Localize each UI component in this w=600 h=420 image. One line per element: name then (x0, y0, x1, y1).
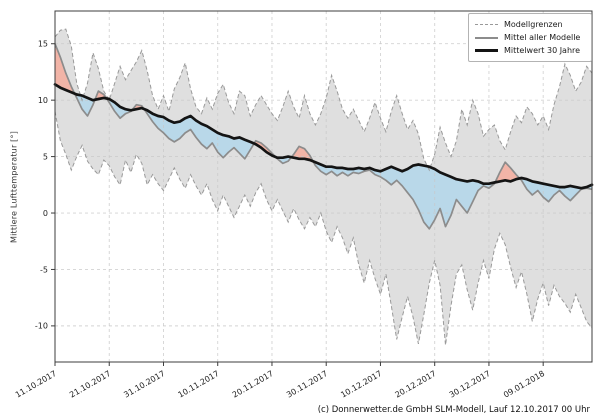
x-tick-label: 10.12.2017 (339, 369, 383, 400)
climate-mean (53, 83, 594, 190)
x-tick-label: 31.10.2017 (122, 369, 166, 400)
black-line-icon (475, 49, 498, 52)
legend-label: Mittel aller Modelle (504, 33, 581, 42)
x-tick-label: 30.11.2017 (285, 369, 329, 400)
climate-mean-line (53, 83, 594, 190)
model-band (55, 29, 592, 346)
x-tick-label: 21.10.2017 (68, 369, 112, 400)
y-tick-label: 10 (38, 96, 48, 105)
legend-item-30yr-mean: Mittelwert 30 Jahre (475, 44, 585, 57)
y-tick-label: 15 (38, 40, 48, 49)
copyright-caption: (c) Donnerwetter.de GmbH SLM-Modell, Lau… (317, 405, 590, 415)
y-tick-label: -10 (35, 322, 48, 331)
y-tick-label: 0 (43, 209, 48, 218)
y-axis-label: Mittlere Lufttemperatur [°] (9, 130, 19, 244)
y-tick-label: 5 (43, 152, 48, 161)
x-tick-label: 10.11.2017 (177, 369, 221, 400)
axes-box (54, 10, 593, 363)
legend-item-model-mean: Mittel aller Modelle (475, 31, 585, 44)
model-band-edges (54, 28, 593, 346)
legend-label: Modellgrenzen (504, 20, 563, 29)
legend-label: Mittelwert 30 Jahre (504, 46, 581, 55)
x-tick-label: 30.12.2017 (448, 369, 492, 400)
dashed-line-icon (475, 24, 498, 25)
y-tick-label: -5 (40, 265, 48, 274)
legend: Modellgrenzen Mittel aller Modelle Mitte… (468, 13, 592, 62)
x-tick-label: 20.12.2017 (394, 369, 438, 400)
x-tick-label: 20.11.2017 (231, 369, 275, 400)
legend-item-model-bounds: Modellgrenzen (475, 18, 585, 31)
x-tick-label: 09.01.2018 (502, 369, 546, 400)
gray-line-icon (475, 36, 498, 39)
x-tick-label: 11.10.2017 (14, 369, 58, 400)
